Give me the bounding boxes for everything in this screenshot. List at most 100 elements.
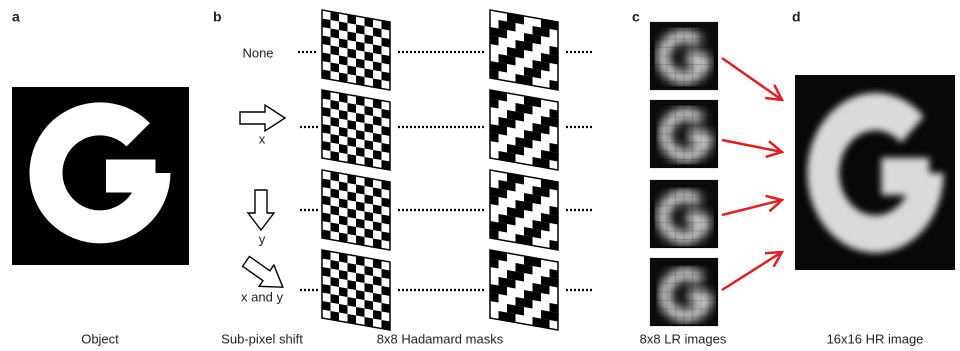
mask-cell — [550, 206, 559, 216]
mask-cell — [365, 51, 374, 61]
mask-cell — [499, 188, 508, 198]
mask-cell — [524, 193, 533, 203]
shift-label: x — [259, 131, 266, 146]
mask-cell — [533, 257, 542, 267]
mask-cell — [348, 174, 357, 184]
mask-cell — [373, 221, 382, 231]
mask-cell — [348, 31, 357, 41]
mask-cell — [490, 70, 499, 80]
mask-cell — [322, 53, 331, 63]
panel-label: b — [213, 9, 222, 25]
mask-cell — [339, 127, 348, 137]
red-arrows — [722, 58, 782, 290]
mask-cell — [373, 238, 382, 248]
mask-cell — [533, 317, 542, 327]
mask-cell — [373, 259, 382, 269]
mask-cell — [550, 117, 559, 127]
mask-cell — [348, 263, 357, 273]
object-image — [12, 87, 189, 265]
mask-cell — [516, 14, 525, 24]
mask-cell — [331, 151, 340, 161]
mask-cell — [507, 181, 516, 191]
mask-cell — [365, 266, 374, 276]
mask-cell — [339, 304, 348, 314]
mask-cell — [339, 253, 348, 263]
red-arrow — [722, 58, 782, 100]
mask-cell — [373, 44, 382, 54]
mask-cell — [550, 269, 559, 279]
mask-cell — [365, 106, 374, 116]
mask-cell — [348, 103, 357, 113]
mask-cell — [331, 117, 340, 127]
mask-cell — [490, 230, 499, 240]
mask-cell — [507, 21, 516, 31]
caption: 16x16 HR image — [827, 331, 924, 346]
mask — [490, 90, 558, 170]
mask-cell — [339, 55, 348, 65]
mask-cell — [516, 48, 525, 58]
mask-cell — [356, 218, 365, 228]
mask-cell — [533, 60, 542, 70]
mask-cell — [339, 21, 348, 31]
mask — [490, 250, 558, 330]
mask-cell — [507, 118, 516, 128]
mask-cell — [541, 19, 550, 29]
mask-cell — [541, 61, 550, 71]
mask-cell — [499, 285, 508, 295]
mask-cell — [365, 177, 374, 187]
mask-cell — [533, 228, 542, 238]
mask-cell — [348, 48, 357, 58]
panel-label: d — [792, 9, 801, 25]
shift-label: None — [242, 45, 273, 60]
mask-cell — [490, 284, 499, 294]
mask-cell — [490, 250, 499, 260]
mask — [322, 170, 390, 250]
mask-cell — [331, 100, 340, 110]
panel-label: a — [12, 9, 20, 25]
mask-cell — [533, 157, 542, 167]
mask-cell — [516, 40, 525, 50]
mask-cell — [365, 140, 374, 150]
mask-cell — [524, 41, 533, 51]
mask-cell — [356, 256, 365, 266]
mask-cell — [322, 90, 331, 100]
mask-cell — [516, 200, 525, 210]
mask-cell — [373, 99, 382, 109]
mask-cell — [550, 303, 559, 313]
lr-image — [650, 258, 718, 326]
mask-cell — [533, 291, 542, 301]
mask-cell — [507, 215, 516, 225]
mask-cell — [490, 259, 499, 269]
mask-cell — [550, 151, 559, 161]
shift-label: x and y — [241, 289, 283, 304]
mask-cell — [365, 157, 374, 167]
mask-cell — [541, 116, 550, 126]
mask-cell — [322, 19, 331, 29]
mask-cell — [490, 90, 499, 100]
mask-cell — [499, 117, 508, 127]
mask-cell — [524, 104, 533, 114]
mask-cell — [490, 293, 499, 303]
mask-cell — [348, 280, 357, 290]
mask-cell — [541, 150, 550, 160]
caption: 8x8 Hadamard masks — [377, 331, 504, 346]
mask-cell — [533, 97, 542, 107]
mask-cell — [541, 187, 550, 197]
mask-cell — [507, 278, 516, 288]
mask-cell — [373, 310, 382, 320]
mask-cell — [524, 33, 533, 43]
mask — [322, 250, 390, 330]
mask-cell — [373, 276, 382, 286]
hadamard-masks — [298, 10, 594, 330]
red-arrow — [722, 140, 782, 152]
mask-cell — [373, 133, 382, 143]
caption: Object — [81, 331, 119, 346]
mask-cell — [524, 67, 533, 77]
mask-cell — [356, 273, 365, 283]
mask-cell — [331, 294, 340, 304]
page: Figure {"panel_labels": ["a", "b", "c", … — [0, 0, 960, 351]
mask-cell — [524, 227, 533, 237]
red-arrow — [722, 252, 782, 290]
mask-cell — [516, 234, 525, 244]
lr-image — [650, 100, 718, 168]
